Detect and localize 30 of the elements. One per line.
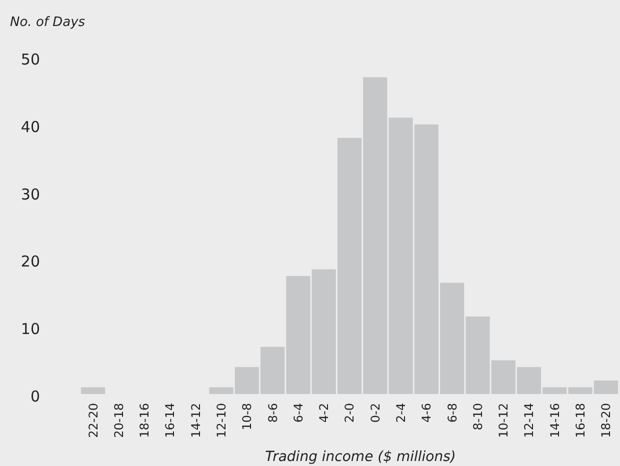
y-axis-title: No. of Days bbox=[10, 15, 86, 30]
x-tick-label: 18-16 bbox=[138, 403, 152, 438]
x-tick-label: 8-10 bbox=[470, 403, 485, 430]
y-tick-label: 0 bbox=[30, 388, 40, 406]
y-tick-label: 20 bbox=[20, 252, 40, 271]
y-tick-label: 40 bbox=[20, 118, 40, 136]
x-tick-label: 14-16 bbox=[548, 403, 562, 438]
x-tick-label: 10-12 bbox=[496, 403, 511, 438]
x-tick-label: 12-14 bbox=[522, 403, 536, 438]
x-axis-title: Trading income ($ millions) bbox=[265, 449, 456, 465]
x-tick-label: 4-2 bbox=[317, 403, 332, 423]
bar bbox=[81, 387, 106, 394]
x-tick-label: 22-20 bbox=[86, 403, 100, 438]
x-tick-label: 6-8 bbox=[445, 403, 460, 423]
x-tick-label: 20-18 bbox=[112, 403, 126, 438]
x-tick-label: 18-20 bbox=[599, 403, 614, 438]
y-tick-label: 30 bbox=[20, 185, 40, 204]
y-tick-label: 50 bbox=[20, 50, 40, 68]
y-tick-label: 10 bbox=[20, 320, 40, 338]
x-tick-label: 6-4 bbox=[291, 403, 306, 423]
x-tick-label: 2-4 bbox=[394, 403, 408, 423]
x-tick-label: 0-2 bbox=[368, 403, 382, 423]
x-tick-label: 10-8 bbox=[240, 403, 254, 430]
x-tick-label: 16-18 bbox=[574, 403, 588, 438]
x-tick-label: 14-12 bbox=[188, 403, 203, 438]
x-tick-label: 4-6 bbox=[420, 403, 434, 423]
x-tick-label: 8-6 bbox=[266, 403, 280, 423]
x-tick-label: 12-10 bbox=[214, 403, 228, 438]
x-tick-label: 2-0 bbox=[342, 403, 357, 423]
x-tick-label: 16-14 bbox=[163, 403, 178, 438]
